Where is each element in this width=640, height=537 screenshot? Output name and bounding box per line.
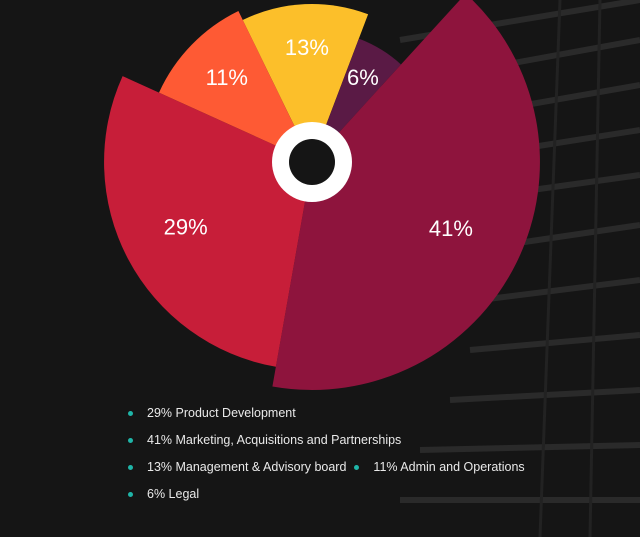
legend-item: 41% Marketing, Acquisitions and Partners…	[128, 427, 401, 454]
legend-label: 29% Product Development	[147, 406, 296, 420]
legend-row: 41% Marketing, Acquisitions and Partners…	[128, 427, 628, 454]
slice-label: 41%	[429, 216, 473, 241]
bullet-icon	[128, 492, 133, 497]
legend-row: 6% Legal	[128, 481, 628, 508]
slice-label: 11%	[206, 65, 248, 90]
legend-item: 6% Legal	[128, 481, 199, 508]
slice-label: 29%	[164, 214, 208, 239]
pie-slice	[272, 0, 540, 390]
bullet-icon	[128, 438, 133, 443]
legend-label: 41% Marketing, Acquisitions and Partners…	[147, 433, 402, 447]
center-hole	[289, 139, 335, 185]
legend-item: 29% Product Development	[128, 400, 296, 427]
slice-label: 6%	[347, 65, 379, 90]
bullet-icon	[128, 411, 133, 416]
chart-legend: 29% Product Development 41% Marketing, A…	[128, 400, 628, 508]
pie-slice	[104, 76, 312, 367]
bullet-icon	[128, 465, 133, 470]
legend-row: 13% Management & Advisory board 11% Admi…	[128, 454, 628, 481]
legend-item: 11% Admin and Operations	[354, 454, 525, 481]
pie-slice	[242, 3, 369, 163]
slice-label: 13%	[285, 35, 329, 60]
legend-label: 6% Legal	[147, 487, 200, 501]
legend-row: 29% Product Development	[128, 400, 628, 427]
legend-label: 11% Admin and Operations	[373, 460, 525, 474]
legend-item: 13% Management & Advisory board	[128, 454, 346, 481]
bullet-icon	[354, 465, 360, 470]
pie-slice	[159, 11, 312, 162]
legend-label: 13% Management & Advisory board	[147, 460, 347, 474]
